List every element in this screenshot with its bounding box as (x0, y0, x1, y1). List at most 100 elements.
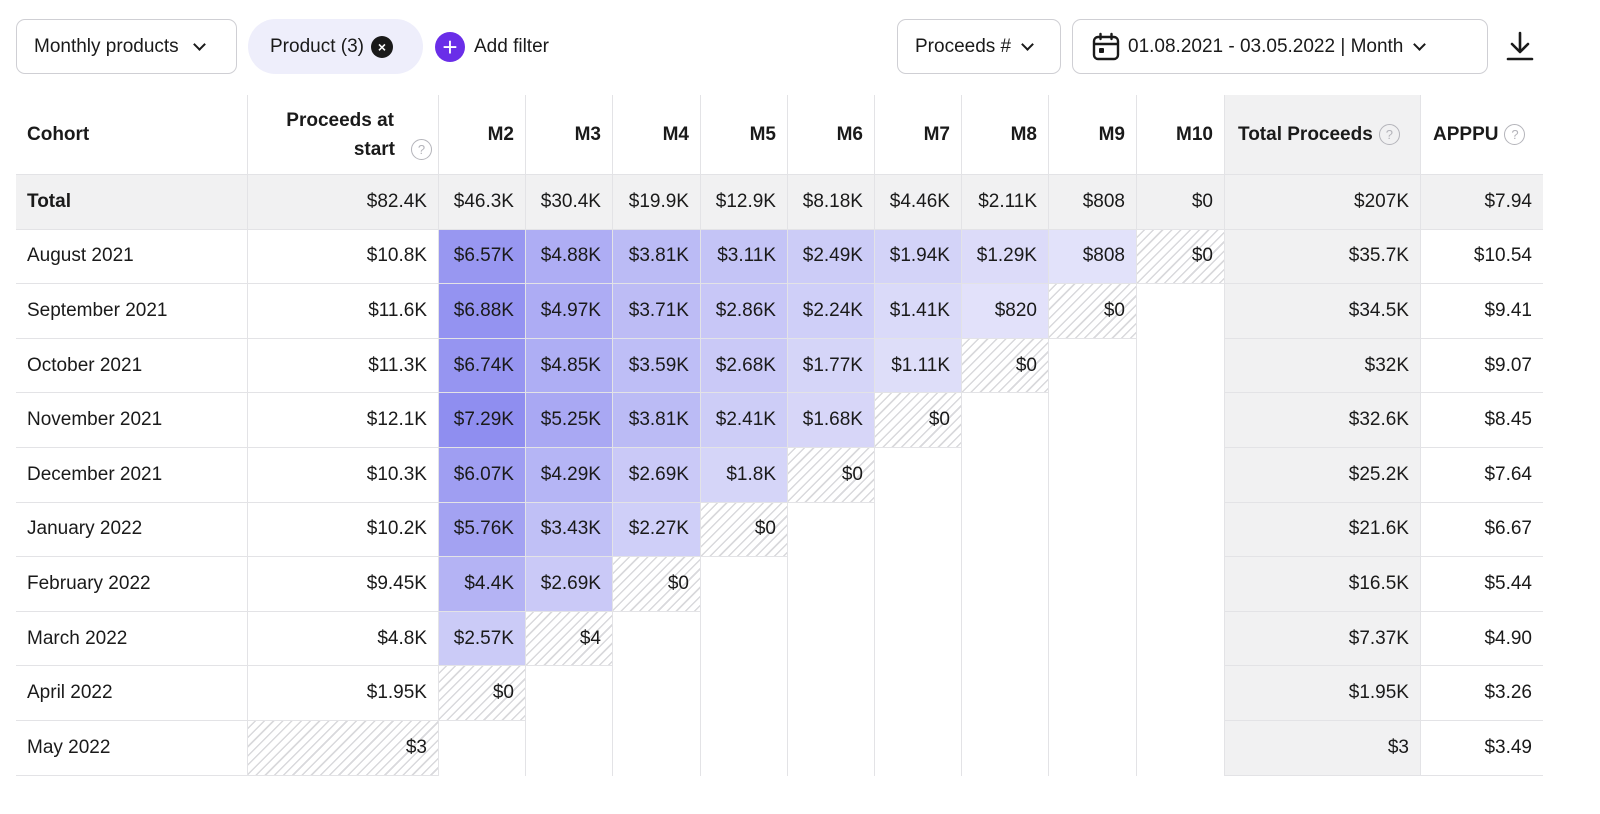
month-value: $3.59K (612, 338, 700, 394)
proceeds-at-start: $10.3K (247, 448, 438, 503)
total-proceeds-value: $3 (1224, 721, 1420, 776)
total-row-month-value: $8.18K (787, 175, 874, 230)
proceeds-at-start: $1.95K (247, 666, 438, 721)
total-row-month-value: $4.46K (874, 175, 961, 230)
column-divider (1224, 95, 1225, 776)
month-value: $2.68K (700, 338, 787, 394)
proceeds-at-start: $12.1K (247, 393, 438, 448)
total-proceeds-value: $7.37K (1224, 612, 1420, 667)
month-value: $2.86K (700, 284, 787, 339)
month-value: $4.88K (525, 229, 612, 285)
total-proceeds-value: $35.7K (1224, 230, 1420, 285)
month-value: $0 (874, 393, 961, 448)
month-value: $4.97K (525, 284, 612, 339)
total-row-start: $82.4K (247, 175, 438, 230)
header-month-m5: M5 (700, 95, 787, 175)
view-select-label: Monthly products (34, 35, 179, 57)
header-month-m6: M6 (787, 95, 874, 175)
total-proceeds-value: $16.5K (1224, 557, 1420, 612)
header-cohort: Cohort (16, 95, 247, 175)
proceeds-at-start: $9.45K (247, 557, 438, 612)
month-value: $4.4K (438, 557, 525, 612)
column-divider (961, 95, 962, 776)
column-divider (700, 95, 701, 776)
column-divider (787, 95, 788, 776)
month-value: $3.81K (612, 229, 700, 285)
apppu-value: $3.26 (1420, 666, 1543, 721)
download-icon[interactable] (1503, 29, 1537, 63)
month-value: $7.29K (438, 393, 525, 448)
date-range-select[interactable]: 01.08.2021 - 03.05.2022 | Month (1072, 19, 1488, 74)
month-value: $4.29K (525, 448, 612, 503)
total-row-month-value: $808 (1048, 175, 1136, 230)
column-divider (247, 95, 248, 776)
apppu-value: $8.45 (1420, 393, 1543, 448)
metric-select[interactable]: Proceeds # (897, 19, 1061, 74)
header-apppu: APPPU? (1420, 95, 1543, 175)
product-filter-label: Product (3) (270, 35, 364, 57)
month-value: $3.71K (612, 284, 700, 339)
month-value: $2.57K (438, 611, 525, 667)
chevron-down-icon (1021, 37, 1034, 51)
help-circle-icon[interactable]: ? (1504, 124, 1526, 145)
cohort-label: February 2022 (16, 557, 247, 612)
proceeds-at-start: $11.3K (247, 339, 438, 394)
toolbar: Monthly products Product (3) × + Add fil… (16, 19, 1570, 74)
cohort-label: March 2022 (16, 612, 247, 667)
column-divider (438, 95, 439, 776)
total-row-month-value: $0 (1136, 175, 1224, 230)
month-value: $6.74K (438, 338, 525, 394)
cohort-label: January 2022 (16, 503, 247, 558)
total-proceeds-value: $1.95K (1224, 666, 1420, 721)
month-value: $4 (525, 611, 612, 667)
header-month-m3: M3 (525, 95, 612, 175)
apppu-value: $10.54 (1420, 230, 1543, 285)
month-value: $1.29K (961, 229, 1048, 285)
month-value: $2.49K (787, 229, 874, 285)
month-value: $6.57K (438, 229, 525, 285)
add-filter-button[interactable]: + Add filter (435, 19, 549, 74)
month-value: $4.85K (525, 338, 612, 394)
month-value: $0 (700, 502, 787, 558)
view-select[interactable]: Monthly products (16, 19, 237, 74)
total-row (16, 175, 1543, 230)
header-month-m2: M2 (438, 95, 525, 175)
header-month-m7: M7 (874, 95, 961, 175)
column-divider (1136, 95, 1137, 776)
total-row-label: Total (16, 175, 247, 230)
header-proceeds-at-start: Proceeds at start? (247, 95, 438, 175)
proceeds-at-start: $10.8K (247, 230, 438, 285)
help-circle-icon[interactable]: ? (1378, 124, 1400, 145)
cohort-label: November 2021 (16, 393, 247, 448)
total-row-total: $207K (1224, 175, 1420, 230)
close-circle-icon[interactable]: × (370, 35, 393, 58)
month-value: $2.69K (525, 557, 612, 612)
total-row-apppu: $7.94 (1420, 175, 1543, 230)
header-month-m4: M4 (612, 95, 700, 175)
month-value: $0 (961, 338, 1048, 394)
month-value: $0 (1048, 284, 1136, 339)
month-value: $1.77K (787, 338, 874, 394)
month-value: $5.76K (438, 502, 525, 558)
month-value: $0 (1136, 229, 1224, 285)
month-value: $820 (961, 284, 1048, 339)
proceeds-at-start: $3 (247, 721, 438, 776)
product-filter-chip[interactable]: Product (3) × (248, 19, 423, 74)
month-value: $1.41K (874, 284, 961, 339)
apppu-value: $6.67 (1420, 503, 1543, 558)
month-value: $2.41K (700, 393, 787, 448)
header-apppu-label: APPPU (1433, 123, 1499, 145)
column-divider (874, 95, 875, 776)
header-total-proceeds: Total Proceeds? (1224, 95, 1420, 175)
cohort-table: Cohort Proceeds at start? M2 M3 M4 M5 M6 M7 M8 M9 M… (16, 95, 1543, 776)
column-divider (525, 95, 526, 776)
total-proceeds-value: $34.5K (1224, 284, 1420, 339)
header-total-label: Total Proceeds (1238, 123, 1373, 145)
date-range-label: 01.08.2021 - 03.05.2022 | Month (1128, 35, 1404, 57)
proceeds-at-start: $11.6K (247, 284, 438, 339)
chevron-down-icon (1413, 37, 1427, 51)
month-value: $1.68K (787, 393, 874, 448)
add-filter-label: Add filter (474, 35, 549, 57)
help-circle-icon[interactable]: ? (411, 138, 432, 160)
total-proceeds-value: $25.2K (1224, 448, 1420, 503)
